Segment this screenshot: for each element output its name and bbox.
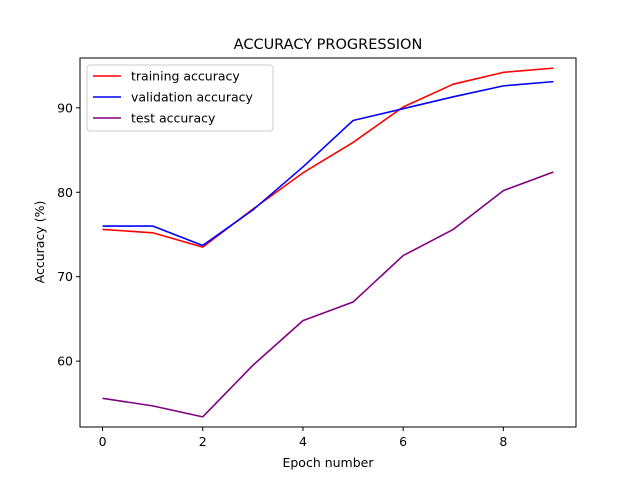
y-tick-label: 80 bbox=[57, 185, 73, 200]
legend-entry-label: training accuracy bbox=[131, 69, 240, 84]
x-axis-ticks: 0 2 4 6 8 bbox=[99, 427, 507, 449]
plot-frame bbox=[79, 57, 577, 428]
x-tick-label: 0 bbox=[99, 434, 107, 449]
series-line-1 bbox=[102, 67, 554, 248]
x-tick-label: 8 bbox=[499, 434, 507, 449]
x-axis-label: Epoch number bbox=[282, 455, 374, 470]
x-tick-label: 4 bbox=[299, 434, 307, 449]
legend: training accuracy validation accuracy test… bbox=[86, 64, 274, 132]
series-line-2 bbox=[102, 80, 554, 247]
series-line-3 bbox=[102, 171, 554, 418]
y-axis-label: Accuracy (%) bbox=[32, 201, 47, 284]
x-tick-label: 6 bbox=[399, 434, 407, 449]
y-tick-label: 60 bbox=[57, 354, 73, 369]
legend-entry-label: test accuracy bbox=[131, 111, 216, 126]
chart-title: ACCURACY PROGRESSION bbox=[234, 37, 423, 53]
y-tick-label: 90 bbox=[57, 100, 73, 115]
x-tick-label: 2 bbox=[199, 434, 207, 449]
legend-box bbox=[86, 64, 274, 132]
y-axis-ticks: 60 70 80 90 bbox=[57, 100, 80, 369]
plot-lines bbox=[102, 67, 554, 418]
y-tick-label: 70 bbox=[57, 269, 73, 284]
legend-entry-label: validation accuracy bbox=[131, 90, 254, 105]
